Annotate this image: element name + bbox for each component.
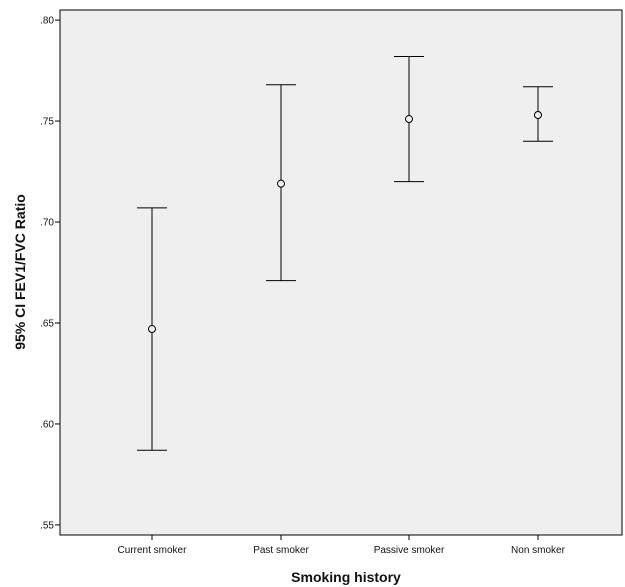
y-tick-label: .70 [40, 218, 54, 229]
y-tick-label: .75 [40, 117, 54, 128]
mean-marker [277, 179, 285, 188]
y-tick-label: .60 [40, 419, 54, 430]
x-tick-label: Past smoker [253, 545, 309, 556]
y-axis-title: 95% CI FEV1/FVC Ratio [12, 194, 28, 350]
y-axis: .55 .60 .65 .70 .75 .80 [40, 16, 60, 531]
x-tick-label: Passive smoker [374, 545, 445, 556]
mean-marker [405, 115, 413, 124]
plot-area [59, 9, 623, 536]
mean-marker [534, 111, 542, 119]
series-error-bars [137, 55, 553, 451]
y-tick-label: .55 [40, 520, 54, 531]
x-axis-title: Smoking history [291, 569, 401, 585]
y-tick-label: .65 [40, 318, 54, 329]
x-axis: Current smoker Past smoker Passive smoker N… [118, 535, 566, 556]
mean-marker [148, 325, 156, 334]
x-tick-label: Non smoker [511, 545, 566, 556]
x-tick-label: Current smoker [118, 545, 188, 556]
y-tick-label: .80 [40, 16, 54, 27]
